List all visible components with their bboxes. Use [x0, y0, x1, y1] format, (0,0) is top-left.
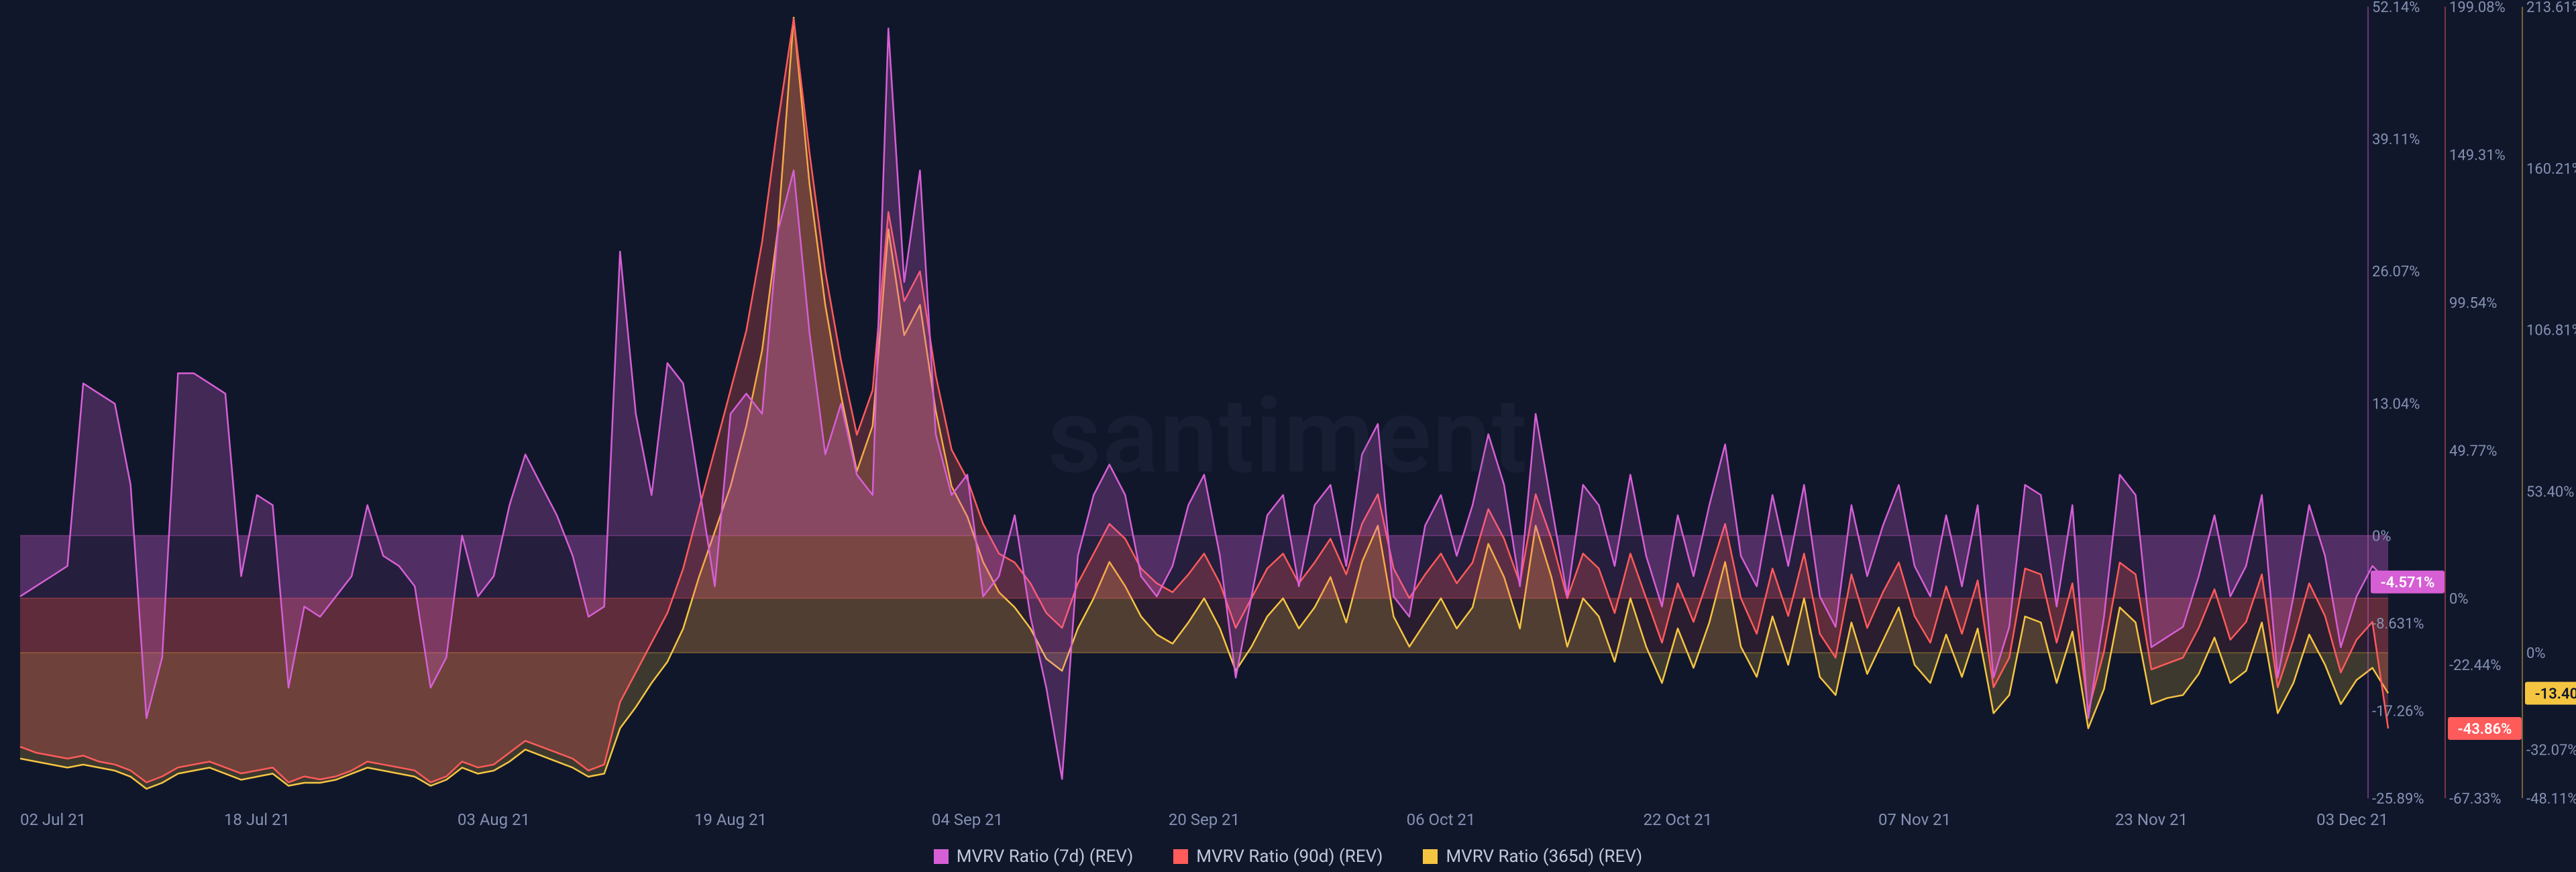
- y-tick-label: 52.14%: [2372, 0, 2420, 16]
- y-tick-label: 39.11%: [2372, 131, 2420, 148]
- x-tick-label: 03 Aug 21: [458, 810, 530, 829]
- y-tick-label: -25.89%: [2372, 791, 2424, 808]
- axis-badge-text: -4.571%: [2381, 575, 2435, 592]
- legend-label: MVRV Ratio (90d) (REV): [1196, 847, 1383, 867]
- legend-label: MVRV Ratio (7d) (REV): [957, 847, 1134, 867]
- legend: MVRV Ratio (7d) (REV) MVRV Ratio (90d) (R…: [0, 847, 2576, 867]
- y-tick-label: 0%: [2526, 645, 2545, 662]
- y-tick-label: -17.26%: [2372, 703, 2424, 720]
- axis-badge-text: -43.86%: [2458, 721, 2512, 738]
- y-tick-label: -8.631%: [2372, 616, 2424, 633]
- legend-item[interactable]: MVRV Ratio (365d) (REV): [1423, 847, 1642, 867]
- x-tick-label: 20 Sep 21: [1169, 810, 1240, 829]
- legend-swatch: [934, 849, 949, 864]
- y-tick-label: 26.07%: [2372, 264, 2420, 280]
- y-tick-label: 160.21%: [2526, 161, 2576, 178]
- x-tick-label: 22 Oct 21: [1644, 810, 1713, 829]
- y-tick-label: -22.44%: [2449, 657, 2501, 674]
- y-tick-label: 0%: [2449, 591, 2468, 608]
- x-tick-label: 18 Jul 21: [224, 810, 290, 829]
- legend-swatch: [1173, 849, 1188, 864]
- y-tick-label: 13.04%: [2372, 396, 2420, 413]
- y-tick-label: -48.11%: [2526, 791, 2576, 808]
- y-tick-label: 99.54%: [2449, 295, 2497, 312]
- legend-item[interactable]: MVRV Ratio (7d) (REV): [934, 847, 1134, 867]
- y-tick-label: 199.08%: [2449, 0, 2506, 16]
- x-tick-label: 03 Dec 21: [2316, 810, 2388, 829]
- x-tick-label: 06 Oct 21: [1407, 810, 1476, 829]
- y-tick-label: -67.33%: [2449, 791, 2501, 808]
- x-tick-label: 02 Jul 21: [20, 810, 86, 829]
- y-tick-label: 149.31%: [2449, 147, 2506, 164]
- x-tick-label: 19 Aug 21: [694, 810, 767, 829]
- y-tick-label: 49.77%: [2449, 443, 2497, 459]
- y-tick-label: 53.40%: [2526, 484, 2574, 500]
- x-tick-label: 04 Sep 21: [932, 810, 1003, 829]
- axis-badge-text: -13.40%: [2535, 686, 2576, 703]
- x-tick-label: 23 Nov 21: [2115, 810, 2188, 829]
- y-tick-label: -32.07%: [2526, 743, 2576, 759]
- legend-label: MVRV Ratio (365d) (REV): [1446, 847, 1642, 867]
- y-tick-label: 106.81%: [2526, 323, 2576, 339]
- mvrv-chart: santiment 02 Jul 2118 Jul 2103 Aug 2119 …: [0, 0, 2576, 872]
- legend-swatch: [1423, 849, 1438, 864]
- legend-item[interactable]: MVRV Ratio (90d) (REV): [1173, 847, 1383, 867]
- chart-svg: 02 Jul 21 18 Jul 21 03 Aug 21 19 Aug 21 04 S…: [0, 0, 2576, 872]
- y-tick-label: 0%: [2372, 528, 2391, 545]
- x-tick-label: 07 Nov 21: [1878, 810, 1951, 829]
- series-area-mvrv90: [20, 19, 2388, 782]
- y-tick-label: 213.61%: [2526, 0, 2576, 16]
